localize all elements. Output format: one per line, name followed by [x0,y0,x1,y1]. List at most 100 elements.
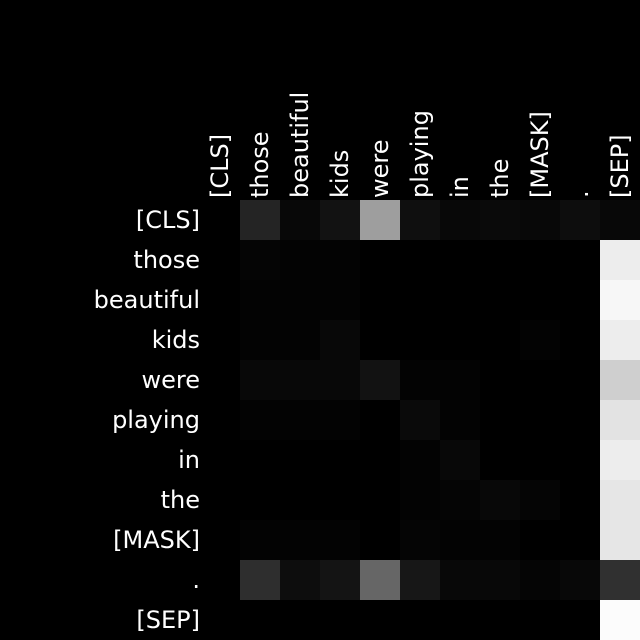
heatmap-cell [480,480,520,520]
heatmap-cell [200,520,240,560]
heatmap-cell [200,280,240,320]
heatmap-cell [240,440,280,480]
column-label: [MASK] [526,111,554,198]
heatmap-cell [440,400,480,440]
heatmap-cell [280,200,320,240]
heatmap-cell [600,200,640,240]
row-label: . [192,566,200,594]
heatmap-cell [280,480,320,520]
row-label: beautiful [94,286,200,314]
heatmap-cell [200,400,240,440]
row-label: playing [112,406,200,434]
heatmap-cell [320,400,360,440]
heatmap-cell [400,480,440,520]
heatmap-cell [560,200,600,240]
heatmap-cell [400,560,440,600]
heatmap-cell [600,360,640,400]
heatmap-cell [400,600,440,640]
heatmap-cell [600,320,640,360]
heatmap-cell [440,280,480,320]
heatmap-cell [560,600,600,640]
heatmap-cell [200,440,240,480]
column-labels: [CLS] those beautiful kids were playing in the [… [206,92,634,198]
heatmap-cell [520,320,560,360]
heatmap-cell [560,400,600,440]
column-label: [CLS] [206,134,234,198]
heatmap-cell [320,560,360,600]
heatmap-cell [360,360,400,400]
heatmap-cell [400,280,440,320]
heatmap-cell [360,600,400,640]
heatmap-cell [200,240,240,280]
heatmap-cell [520,520,560,560]
heatmap-cell [320,520,360,560]
heatmap-cell [440,200,480,240]
heatmap-cell [280,520,320,560]
heatmap-cell [400,520,440,560]
heatmap-cell [440,600,480,640]
heatmap-cell [520,400,560,440]
heatmap-cell [280,320,320,360]
row-label: in [178,446,200,474]
heatmap-cell [560,280,600,320]
heatmap-cell [200,320,240,360]
heatmap-cell [400,200,440,240]
heatmap-cell [520,480,560,520]
heatmap-cell [480,520,520,560]
heatmap-cell [600,440,640,480]
heatmap-cell [560,440,600,480]
row-label: were [142,366,201,394]
heatmap-cell [240,360,280,400]
column-label: those [246,131,274,198]
heatmap-cell [360,440,400,480]
heatmap-cell [520,240,560,280]
heatmap-cell [240,520,280,560]
heatmap-cell [320,280,360,320]
heatmap-cell [560,360,600,400]
heatmap-cell [360,560,400,600]
row-label: those [133,246,200,274]
heatmap-cell [520,280,560,320]
heatmap-cell [600,280,640,320]
heatmap-cell [480,400,520,440]
heatmap-cell [280,360,320,400]
heatmap-cell [320,480,360,520]
column-label: . [566,190,594,198]
heatmap-cell [520,560,560,600]
heatmap-cell [400,240,440,280]
column-label: playing [406,110,434,198]
row-label: [MASK] [113,526,200,554]
heatmap-cell [480,280,520,320]
heatmap-cell [320,320,360,360]
heatmap-cell [240,400,280,440]
heatmap-cell [400,400,440,440]
heatmap-cell [240,600,280,640]
heatmap-cell [600,520,640,560]
column-label: were [366,140,394,199]
row-label: the [161,486,200,514]
heatmap-cell [280,440,320,480]
heatmap-cell [600,600,640,640]
column-label: [SEP] [606,134,634,198]
heatmap-cell [600,560,640,600]
heatmap-cell [440,480,480,520]
heatmap-cell [480,560,520,600]
column-label: the [486,159,514,198]
row-labels: [CLS] those beautiful kids were playing in the [… [94,206,200,634]
column-label: beautiful [286,92,314,198]
heatmap-cell [320,240,360,280]
heatmap-cell [480,200,520,240]
heatmap-cell [280,600,320,640]
heatmap-cell [280,400,320,440]
heatmap-cell [440,320,480,360]
heatmap-cell [400,320,440,360]
heatmap-cell [440,440,480,480]
heatmap-cells [200,200,640,640]
heatmap-cell [480,240,520,280]
heatmap-cell [560,560,600,600]
heatmap-cell [600,400,640,440]
heatmap-cell [240,480,280,520]
heatmap-cell [320,360,360,400]
heatmap-cell [320,200,360,240]
heatmap-cell [320,440,360,480]
